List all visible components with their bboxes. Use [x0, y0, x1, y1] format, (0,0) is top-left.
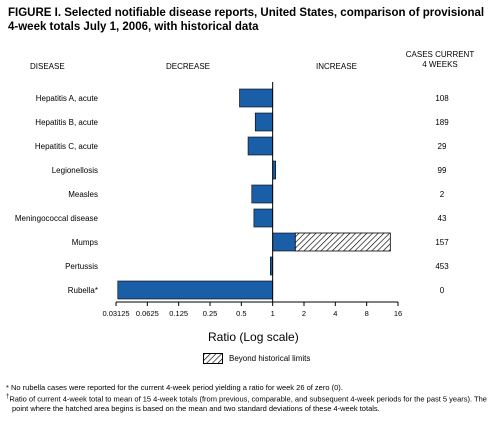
bar: [272, 232, 296, 252]
dagger-mark: †: [6, 394, 10, 400]
legend-hatch-swatch: [203, 352, 223, 364]
bar: [253, 208, 273, 228]
category-label: Hepatitis A, acute: [36, 94, 99, 103]
cases-value: 157: [435, 238, 449, 247]
figure-title: FIGURE I. Selected notifiable disease re…: [8, 7, 485, 33]
disease-header: DISEASE: [30, 62, 65, 71]
cases-value: 29: [438, 142, 447, 151]
x-tick-label: 0.03125: [102, 309, 129, 318]
x-tick-label: 0.0625: [136, 309, 159, 318]
x-axis-title: Ratio (Log scale): [208, 330, 299, 344]
cases-value: 108: [435, 94, 449, 103]
cases-value: 43: [438, 214, 447, 223]
hatched-bar-segment: [294, 232, 391, 252]
category-label: Hepatitis C, acute: [35, 142, 99, 151]
footnote-dagger: †Ratio of current 4-week total to mean o…: [6, 393, 494, 413]
bar: [117, 280, 273, 300]
category-label: Measles: [68, 190, 98, 199]
bar: [251, 184, 273, 204]
cases-header-line2: 4 WEEKS: [422, 60, 458, 69]
cases-value: 189: [435, 118, 449, 127]
x-tick-label: 4: [333, 309, 337, 318]
cases-header-line1: CASES CURRENT: [405, 50, 475, 59]
category-label: Legionellosis: [52, 166, 98, 175]
x-tick-label: 0.5: [236, 309, 246, 318]
cases-value: 2: [440, 190, 445, 199]
cases-header: CASES CURRENT 4 WEEKS: [394, 50, 486, 70]
legend: Beyond historical limits: [203, 352, 310, 364]
bar: [247, 136, 273, 156]
x-tick-label: 0.25: [203, 309, 218, 318]
cases-value: 99: [438, 166, 447, 175]
x-tick-label: 16: [394, 309, 402, 318]
bar: [254, 112, 273, 132]
bar: [239, 88, 273, 108]
footnote-star: * No rubella cases were reported for the…: [6, 383, 343, 392]
category-label: Pertussis: [65, 262, 98, 271]
cases-value: 453: [435, 262, 449, 271]
category-label: Meningococcal disease: [15, 214, 99, 223]
decrease-header: DECREASE: [166, 62, 211, 71]
category-label: Rubella*: [68, 286, 98, 295]
increase-header: INCREASE: [316, 62, 357, 71]
category-label: Mumps: [72, 238, 98, 247]
footnote-dagger-text: Ratio of current 4-week total to mean of…: [9, 394, 487, 413]
x-tick-label: 1: [271, 309, 275, 318]
x-tick-label: 8: [365, 309, 369, 318]
x-tick-label: 0.125: [169, 309, 188, 318]
legend-label: Beyond historical limits: [229, 353, 311, 363]
cases-value: 0: [440, 286, 445, 295]
x-tick-label: 2: [302, 309, 306, 318]
category-label: Hepatitis B, acute: [35, 118, 98, 127]
